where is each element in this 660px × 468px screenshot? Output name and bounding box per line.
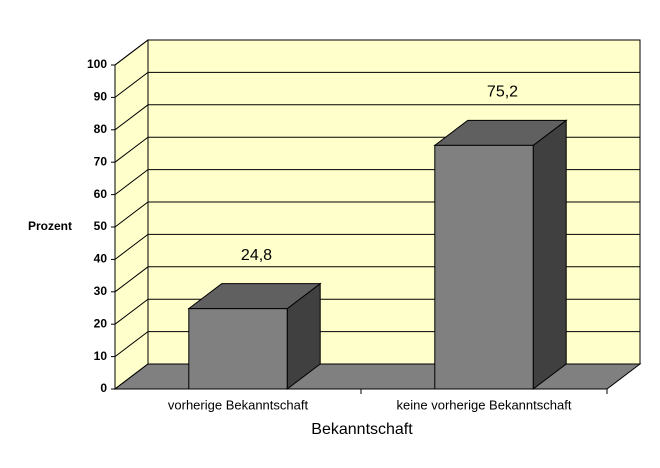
grid-line bbox=[114, 104, 640, 131]
y-tick-label: 50 bbox=[94, 219, 108, 233]
y-axis-label: Prozent bbox=[28, 219, 72, 233]
y-tick-label: 90 bbox=[94, 90, 108, 104]
value-label: 75,2 bbox=[487, 84, 518, 101]
y-tick-label: 80 bbox=[94, 122, 108, 136]
x-tick-label: keine vorherige Bekanntschaft bbox=[397, 397, 572, 412]
y-tick-label: 60 bbox=[94, 187, 108, 201]
bar-side bbox=[532, 119, 567, 391]
bar bbox=[188, 308, 288, 390]
value-label: 24,8 bbox=[241, 247, 272, 264]
y-tick-label: 10 bbox=[94, 349, 108, 363]
x-axis-label: Bekanntschaft bbox=[311, 421, 413, 438]
y-tick-label: 0 bbox=[100, 381, 107, 395]
grid-line bbox=[114, 71, 640, 98]
bar bbox=[434, 144, 534, 390]
y-tick-label: 70 bbox=[94, 154, 108, 168]
y-tick-label: 40 bbox=[94, 252, 108, 266]
grid-line bbox=[114, 39, 640, 66]
y-tick-label: 30 bbox=[94, 284, 108, 298]
y-tick-label: 100 bbox=[87, 57, 107, 71]
x-tick-label: vorherige Bekanntschaft bbox=[168, 397, 309, 412]
y-tick-label: 20 bbox=[94, 316, 108, 330]
